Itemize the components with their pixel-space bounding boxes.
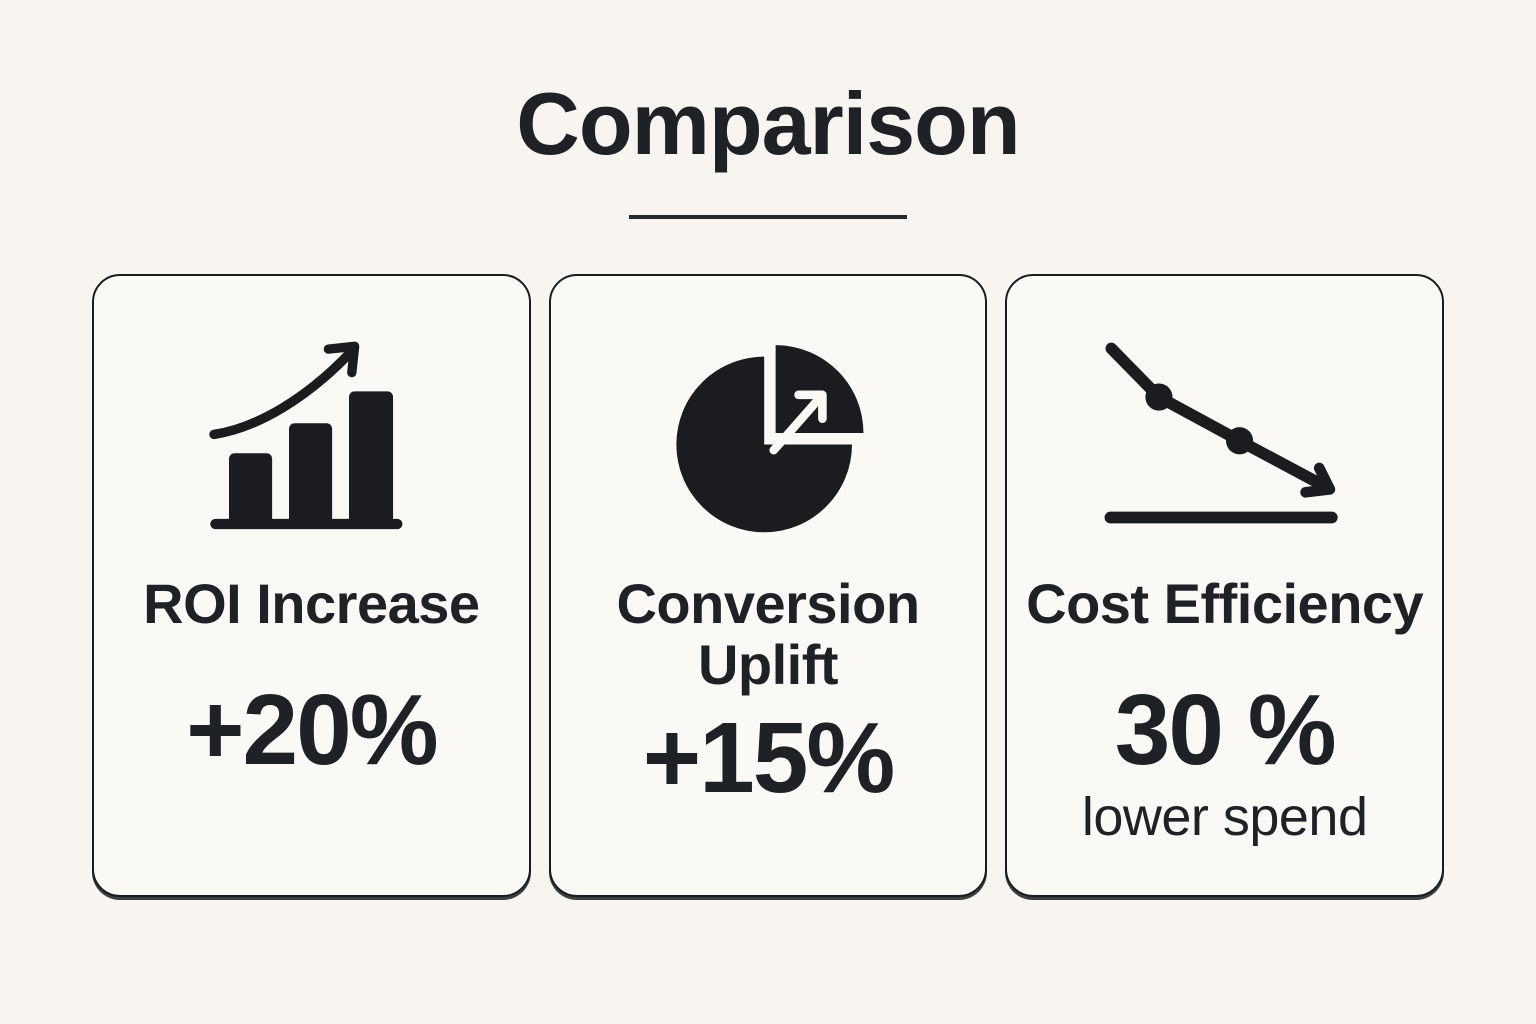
data-point-dot <box>1225 427 1253 455</box>
slice-arrow-head <box>794 390 827 424</box>
title-underline <box>629 214 907 219</box>
page-title: Comparison <box>516 74 1020 173</box>
slice-arrow-shaft <box>769 398 821 455</box>
pie-slice <box>775 345 864 434</box>
bar-medium <box>288 422 332 525</box>
pie-chart-slice-arrow-icon <box>663 326 873 541</box>
trend-decline-icon <box>1089 326 1361 541</box>
card-label: Cost Efficiency <box>1026 571 1424 635</box>
pie-body <box>676 356 852 533</box>
card-conversion-uplift: Conversion Uplift +15% <box>548 273 988 897</box>
card-value: 30 % <box>1114 674 1337 787</box>
comparison-cards: ROI Increase +20% Conversion Uplift +15% <box>0 273 1536 897</box>
card-label: Conversion Uplift <box>616 571 920 697</box>
card-value: +15% <box>642 701 896 814</box>
header: Comparison <box>0 0 1536 219</box>
card-cost-efficiency: Cost Efficiency 30 % lower spend <box>1005 273 1445 897</box>
trend-decline-icon-svg <box>1104 342 1338 524</box>
trend-baseline <box>1104 511 1338 524</box>
card-roi-increase: ROI Increase +20% <box>92 273 531 897</box>
pie-chart-slice-arrow-icon-svg <box>676 345 864 533</box>
card-subvalue: lower spend <box>1081 787 1368 848</box>
bar-short <box>228 452 272 525</box>
decline-arrow-head <box>1299 462 1335 498</box>
growth-arrow-curve <box>209 346 357 439</box>
bar-chart-growth-icon-svg <box>209 341 403 529</box>
data-point-dot <box>1145 383 1173 411</box>
bar-chart-growth-icon <box>199 326 424 541</box>
bar-tall <box>348 391 393 525</box>
card-value: +20% <box>186 674 439 787</box>
card-label: ROI Increase <box>143 571 480 635</box>
growth-arrow-head <box>323 341 360 378</box>
decline-line <box>1105 342 1331 493</box>
